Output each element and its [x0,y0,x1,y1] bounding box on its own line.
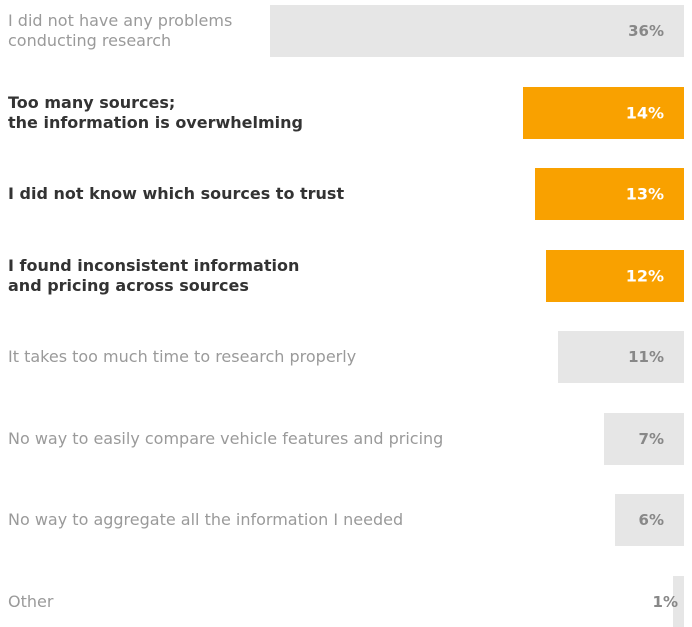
category-label: It takes too much time to research prope… [8,347,357,366]
bar: 11% [557,331,684,383]
category-label: No way to easily compare vehicle feature… [8,428,444,448]
bar: 7% [603,412,684,465]
category-label: I did not know which sources to trust [8,184,345,203]
bar: 13% [534,168,684,220]
value-label: 12% [625,266,664,285]
value-label: 11% [628,348,664,366]
bar: 12% [546,249,684,302]
value-label: 1% [652,592,678,611]
bar: 1% [653,575,684,627]
value-label: 13% [625,184,664,204]
value-label: 36% [628,22,664,40]
bar: 14% [523,86,684,139]
value-label: 14% [625,103,664,122]
category-label: No way to aggregate all the information … [8,510,404,529]
bar: 36% [270,5,684,57]
category-label: I did not have any problems conducting r… [8,11,233,50]
value-label: 6% [638,511,664,529]
category-label: I found inconsistent information and pri… [8,255,300,295]
category-label: Other [8,591,54,611]
category-label: Too many sources; the information is ove… [8,92,303,132]
value-label: 7% [638,429,664,448]
bar: 6% [615,494,684,546]
